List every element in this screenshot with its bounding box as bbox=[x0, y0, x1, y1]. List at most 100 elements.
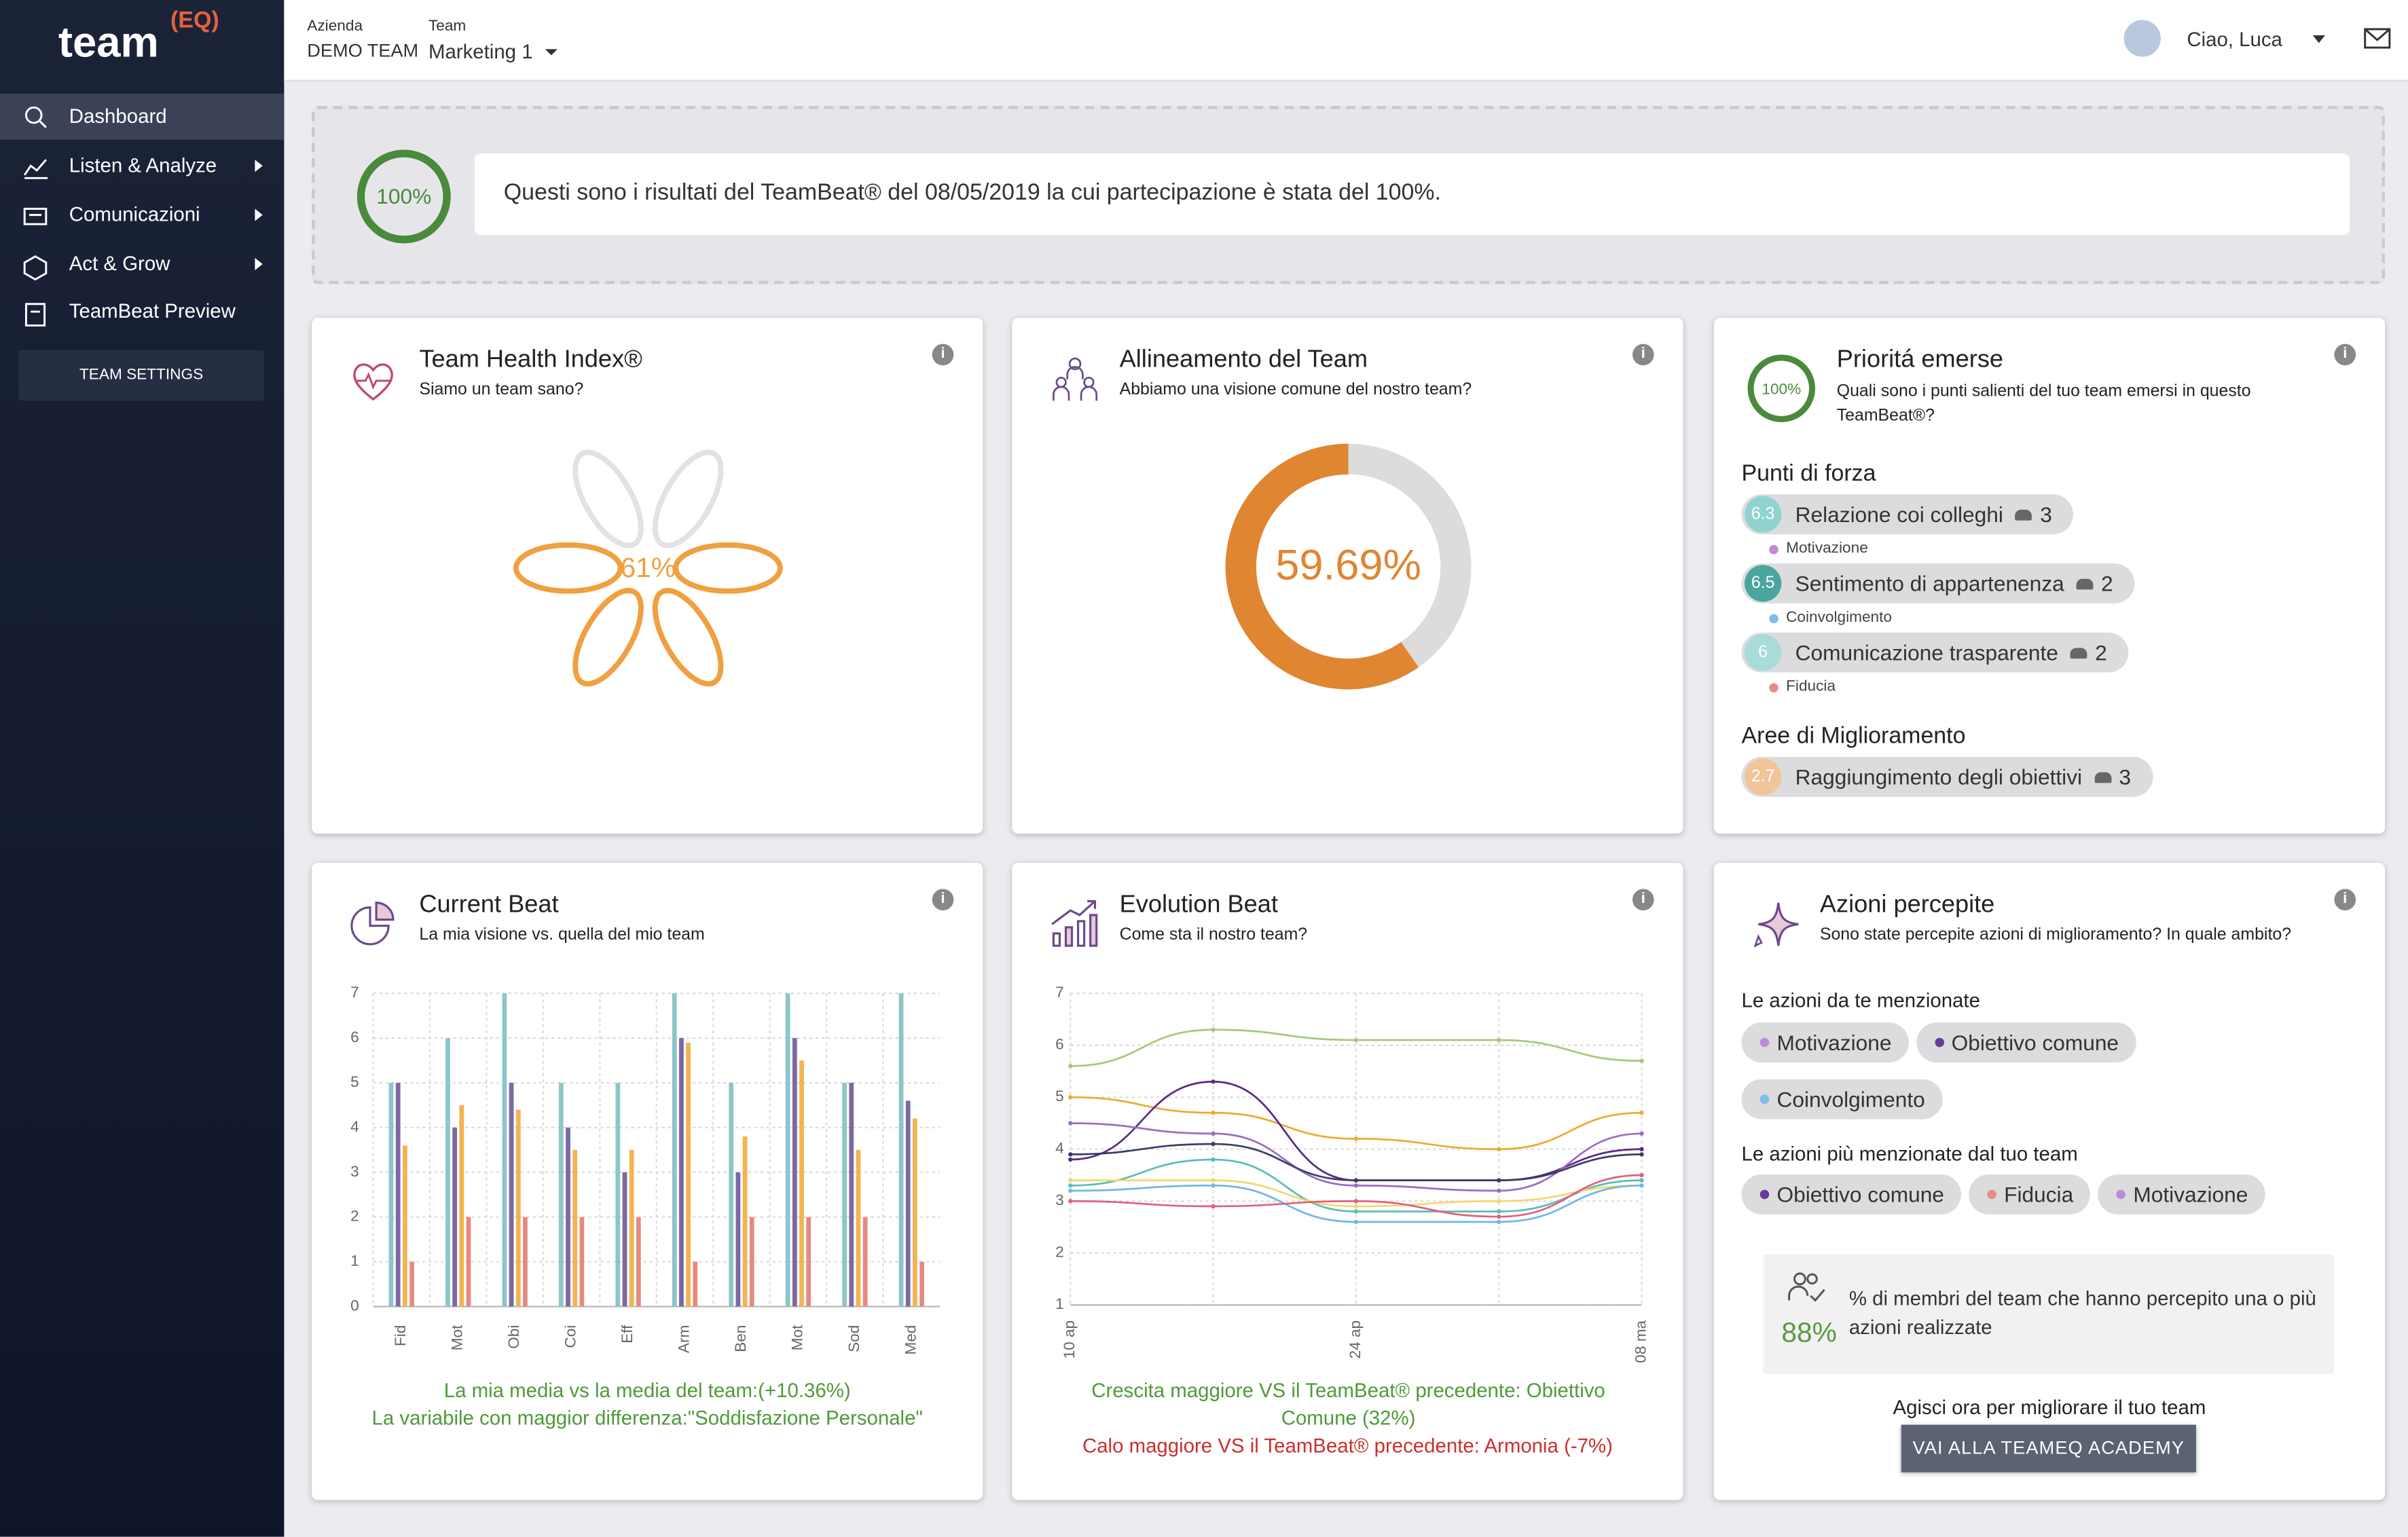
point bbox=[1639, 1183, 1644, 1188]
note: La variabile con maggior differenza:"Sod… bbox=[371, 1406, 923, 1430]
team-title: Le azioni più menzionate dal tuo team bbox=[1741, 1142, 2078, 1166]
info[interactable]: i bbox=[932, 344, 954, 366]
petal bbox=[572, 449, 644, 549]
nav-label[interactable]: Dashboard bbox=[69, 104, 167, 128]
tag-dot bbox=[1759, 1189, 1770, 1200]
bar bbox=[792, 1038, 797, 1307]
y-tick-label: 2 bbox=[1055, 1244, 1064, 1261]
nav-label[interactable]: Listen & Analyze bbox=[69, 153, 217, 177]
company-label: Azienda bbox=[307, 18, 363, 36]
mail-icon[interactable] bbox=[2363, 28, 2391, 50]
y-tick-label: 1 bbox=[350, 1253, 359, 1270]
bar bbox=[862, 1217, 868, 1307]
point bbox=[1353, 1183, 1359, 1188]
team-select[interactable]: Marketing 1 bbox=[428, 39, 533, 63]
people-icon bbox=[2094, 771, 2112, 783]
point bbox=[1639, 1178, 1644, 1183]
academy-button[interactable]: VAI ALLA TEAMEQ ACADEMY bbox=[1901, 1424, 2196, 1473]
card-title: Team Health Index® bbox=[419, 347, 642, 373]
info[interactable]: i bbox=[932, 889, 954, 911]
stat-box: 88% % di membri del team che hanno perce… bbox=[1763, 1254, 2335, 1375]
nav-item[interactable]: Dashboard bbox=[0, 93, 285, 140]
stat-text: % di membri del team che hanno percepito… bbox=[1848, 1286, 2316, 1339]
point bbox=[1639, 1110, 1644, 1115]
banner: 100% Questi sono i risultati del TeamBea… bbox=[312, 106, 2386, 284]
nav-label[interactable]: Comunicazioni bbox=[69, 202, 200, 226]
nav-item[interactable]: Listen & Analyze bbox=[0, 143, 284, 189]
x-tick-label: Mot bbox=[449, 1325, 466, 1350]
priority-category: Coinvolgimento bbox=[1769, 610, 1892, 627]
action-tag: Fiducia bbox=[1969, 1174, 2091, 1215]
x-tick-label: 08 ma bbox=[1632, 1320, 1649, 1363]
health-label: 61% bbox=[621, 552, 676, 583]
bar bbox=[729, 1082, 734, 1307]
bar bbox=[672, 993, 677, 1307]
series-line bbox=[1070, 1080, 1642, 1181]
team-settings[interactable]: TEAM SETTINGS bbox=[18, 350, 264, 401]
category-dot bbox=[1769, 682, 1778, 692]
card-title: Evolution Beat bbox=[1119, 891, 1278, 919]
petal bbox=[513, 542, 623, 594]
info[interactable]: i bbox=[2334, 889, 2356, 911]
bar bbox=[388, 1082, 394, 1307]
user-caret[interactable] bbox=[2312, 35, 2325, 43]
avatar[interactable] bbox=[2123, 20, 2161, 57]
point bbox=[1639, 1172, 1644, 1178]
priority-pill: 6.3 Relazione coi colleghi 3 bbox=[1741, 494, 2074, 534]
priority-label: Sentimento di appartenenza bbox=[1795, 571, 2064, 596]
bar bbox=[842, 1082, 847, 1307]
y-tick-label: 6 bbox=[1055, 1036, 1064, 1053]
y-tick-label: 7 bbox=[350, 984, 359, 1001]
y-tick-label: 7 bbox=[1055, 984, 1064, 1001]
bar bbox=[636, 1217, 641, 1307]
actions-card: Azioni percepite Sono state percepite az… bbox=[1713, 862, 2386, 1500]
series-line bbox=[1070, 1174, 1642, 1218]
donut-label: 59.69% bbox=[1275, 541, 1421, 589]
x-tick-label: Ben bbox=[732, 1325, 749, 1352]
cta: Agisci ora per migliorare il tuo team bbox=[1893, 1395, 2206, 1419]
logo-sup: (EQ) bbox=[170, 7, 219, 34]
info[interactable]: i bbox=[1632, 889, 1654, 911]
participation-label: 100% bbox=[376, 184, 431, 208]
participation-mark bbox=[357, 149, 451, 244]
action-tag: Motivazione bbox=[1741, 1022, 1909, 1062]
bar bbox=[579, 1217, 585, 1307]
banner-text: Questi sono i risultati del TeamBeat® de… bbox=[503, 179, 1442, 206]
priorities-label: 100% bbox=[1762, 380, 1801, 397]
category-dot bbox=[1769, 544, 1778, 554]
sparkle-icon bbox=[1753, 902, 1799, 948]
y-tick-label: 4 bbox=[1055, 1140, 1064, 1157]
card-subtitle: Sono state percepite azioni di miglioram… bbox=[1819, 925, 2292, 944]
y-tick-label: 0 bbox=[350, 1297, 359, 1314]
nav-item[interactable]: Act & Grow bbox=[0, 241, 284, 287]
tag-label: Coinvolgimento bbox=[1776, 1087, 1925, 1112]
info[interactable]: i bbox=[1632, 344, 1654, 366]
bar bbox=[566, 1127, 570, 1307]
bar bbox=[806, 1217, 811, 1307]
point bbox=[1353, 1209, 1359, 1214]
bar bbox=[523, 1217, 528, 1307]
nav-label[interactable]: TeamBeat Preview bbox=[69, 299, 236, 322]
tag-label: Obiettivo comune bbox=[1776, 1182, 1944, 1207]
point bbox=[1497, 1215, 1501, 1219]
bar bbox=[849, 1082, 854, 1307]
nav-item[interactable]: Comunicazioni bbox=[0, 192, 284, 238]
greeting[interactable]: Ciao, Luca bbox=[2187, 27, 2282, 51]
bar bbox=[459, 1105, 464, 1307]
category-label: Fiducia bbox=[1786, 678, 1836, 696]
tag-label: Fiducia bbox=[2004, 1182, 2074, 1207]
nav-label[interactable]: Act & Grow bbox=[69, 251, 170, 275]
line-chart: 1 2 3 4 5 6 7 10 ap 24 ap 08 ma bbox=[1055, 984, 1649, 1363]
nav-item[interactable]: TeamBeat Preview bbox=[0, 289, 284, 335]
point bbox=[1211, 1141, 1216, 1147]
card-title: Allineamento del Team bbox=[1119, 347, 1368, 373]
info[interactable]: i bbox=[2334, 344, 2356, 366]
pie-icon bbox=[350, 902, 395, 946]
card-title: Azioni percepite bbox=[1819, 891, 1995, 919]
people-check-icon bbox=[1788, 1272, 1825, 1302]
card-subtitle: La mia visione vs. quella del mio team bbox=[419, 925, 705, 944]
tag-dot bbox=[1759, 1094, 1770, 1105]
bar bbox=[622, 1172, 627, 1307]
count: 3 bbox=[2040, 502, 2052, 527]
